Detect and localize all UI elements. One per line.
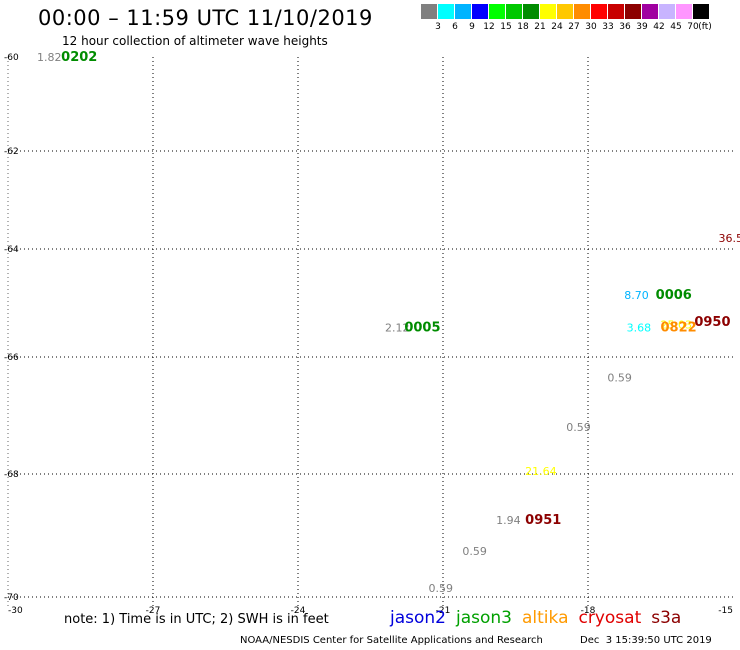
latitude-label: -70 [4,593,19,603]
satellite-name-cryosat: cryosat [578,608,642,628]
legend-tick-label: 36 [619,22,631,32]
legend-tick-label: 18 [517,22,529,32]
legend-swatch [608,4,625,19]
legend-swatch [421,4,438,19]
legend-tick-label: 3 [435,22,441,32]
latitude-label: -66 [4,353,19,363]
footer-note: note: 1) Time is in UTC; 2) SWH is in fe… [64,612,329,627]
pass-time-label: 0950 [694,315,730,330]
satellite-name-altika: altika [522,608,569,628]
legend-swatch [472,4,489,19]
satellite-name-s3a: s3a [651,608,682,628]
wave-height-label: 0.59 [607,371,632,384]
wave-height-label: 3.68 [627,321,652,334]
wave-height-label: 0.59 [566,421,591,434]
longitude-label: -30 [8,606,23,616]
longitude-label: -24 [291,606,306,616]
legend-swatch [557,4,574,19]
legend-swatch [659,4,676,19]
satellite-name-jason3: jason3 [456,608,512,628]
legend-swatch [642,4,659,19]
wave-height-label: 0.59 [462,545,487,558]
map-title: 00:00 – 11:59 UTC 11/10/2019 [38,6,373,30]
wave-height-label: 2.12 [385,321,410,334]
legend-unit: (ft) [698,22,712,32]
legend-tick-label: 45 [670,22,682,32]
longitude-label: -18 [581,606,596,616]
pass-time-label: 0822 [661,320,697,335]
latitude-label: -60 [4,53,19,63]
legend-swatch [693,4,710,19]
credit-line: NOAA/NESDIS Center for Satellite Applica… [240,635,543,646]
legend-swatch [455,4,472,19]
legend-tick-label: 39 [636,22,648,32]
wave-height-label: 25.03 [661,319,693,332]
wave-height-label: 8.70 [624,289,649,302]
legend-tick-label: 27 [568,22,580,32]
legend-tick-label: 21 [534,22,546,32]
legend-swatch [523,4,540,19]
wave-height-label: 1.94 [496,514,520,527]
wave-height-legend: 3 6 9 12 15 18 21 24 27 30 33 36 39 42 45 70 (ft) [421,4,712,34]
pass-time-label: 0202 [61,50,97,65]
map-subtitle: 12 hour collection of altimeter wave hei… [62,34,328,48]
pass-time-label: 0006 [656,288,692,303]
satellite-name-jason2: jason2 [390,608,446,628]
longitude-label: -27 [146,606,161,616]
wave-height-label: 21.64 [525,465,557,478]
legend-color-bar [421,4,710,19]
legend-tick-label: 70 [687,22,699,32]
legend-tick-label: 24 [551,22,563,32]
longitude-label: -15 [718,606,733,616]
pass-time-label: 0951 [525,513,561,528]
satellite-legend: jason2 jason3 altika cryosat s3a [390,608,691,628]
legend-tick-labels: 3 6 9 12 15 18 21 24 27 30 33 36 39 42 45 70 (ft) [421,22,712,34]
legend-swatch [506,4,523,19]
latitude-label: -62 [4,147,19,157]
latitude-label: -68 [4,470,19,480]
legend-tick-label: 6 [452,22,458,32]
legend-tick-label: 15 [500,22,512,32]
legend-swatch [625,4,642,19]
generated-timestamp: Dec 3 15:39:50 UTC 2019 [580,635,712,646]
legend-tick-label: 12 [483,22,495,32]
latitude-label: -64 [4,245,19,255]
legend-swatch [438,4,455,19]
legend-swatch [676,4,693,19]
wave-height-label: 0.59 [429,582,454,595]
pass-time-label: 0005 [404,320,440,335]
legend-swatch [591,4,608,19]
wave-height-label: 36.5 [719,232,740,245]
longitude-label: -21 [436,606,451,616]
legend-tick-label: 9 [469,22,475,32]
legend-swatch [574,4,591,19]
legend-swatch [489,4,506,19]
legend-tick-label: 33 [602,22,614,32]
legend-tick-label: 42 [653,22,665,32]
legend-tick-label: 30 [585,22,597,32]
legend-swatch [540,4,557,19]
wave-height-label: 1.82 [37,51,62,64]
